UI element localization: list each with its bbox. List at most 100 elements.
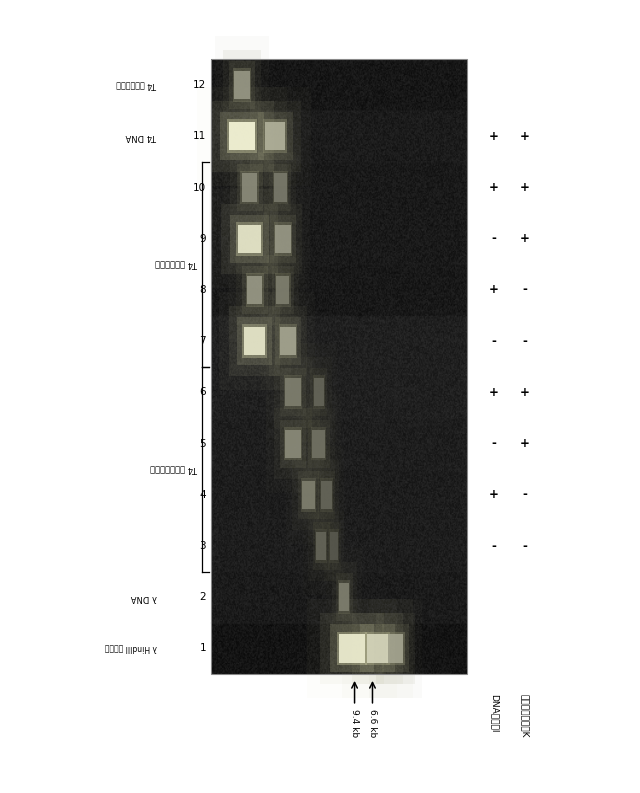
Bar <box>387 631 404 665</box>
Bar <box>339 583 349 611</box>
Text: +: + <box>520 181 530 194</box>
Bar <box>210 101 274 171</box>
Bar <box>246 273 264 307</box>
Bar <box>256 190 310 288</box>
Text: 10: 10 <box>193 182 206 193</box>
Text: プロティナーゼK: プロティナーゼK <box>520 694 529 737</box>
Bar <box>312 430 325 458</box>
Bar <box>274 408 312 479</box>
Bar <box>236 255 274 325</box>
Text: 5: 5 <box>200 439 206 449</box>
Text: λ DNA: λ DNA <box>131 592 157 602</box>
Bar <box>303 408 335 479</box>
Bar <box>247 276 262 304</box>
Bar <box>273 170 288 205</box>
Text: +: + <box>489 130 499 143</box>
Bar <box>320 478 333 511</box>
Bar <box>258 138 303 237</box>
Bar <box>312 375 325 409</box>
Text: +: + <box>520 437 530 450</box>
Bar <box>280 419 306 468</box>
Bar <box>269 306 307 377</box>
Bar <box>244 327 265 355</box>
Bar <box>275 317 301 365</box>
Text: 2: 2 <box>200 592 206 602</box>
Bar <box>261 292 315 390</box>
Bar <box>197 87 287 186</box>
Bar <box>376 613 415 684</box>
Text: -: - <box>522 539 527 553</box>
Bar <box>315 529 328 563</box>
Bar <box>339 634 365 662</box>
Bar <box>284 427 302 461</box>
Bar <box>321 496 348 596</box>
Bar <box>310 369 328 416</box>
Bar <box>388 634 403 662</box>
Bar <box>223 50 261 121</box>
Text: +: + <box>520 130 530 143</box>
Bar <box>284 375 302 409</box>
Bar <box>317 471 335 519</box>
Text: 6.6 kb: 6.6 kb <box>368 709 377 737</box>
Bar <box>324 511 344 581</box>
Bar <box>230 215 269 262</box>
Bar <box>314 460 339 530</box>
Text: +: + <box>489 386 499 399</box>
Bar <box>215 36 269 134</box>
Bar <box>338 580 351 614</box>
Text: -: - <box>492 335 497 347</box>
Bar <box>301 478 316 511</box>
Bar <box>266 394 320 493</box>
Bar <box>308 446 344 544</box>
Bar <box>270 215 296 262</box>
Bar <box>342 600 413 698</box>
Bar <box>237 163 262 212</box>
Bar <box>320 613 384 684</box>
Bar <box>219 292 291 390</box>
Bar <box>276 276 289 304</box>
Bar <box>242 174 257 201</box>
Text: λ HindIII マーカー: λ HindIII マーカー <box>104 644 157 653</box>
Bar <box>260 240 305 339</box>
Bar <box>209 190 290 288</box>
Bar <box>263 120 287 153</box>
Bar <box>296 394 341 493</box>
Bar <box>239 87 311 186</box>
Text: -: - <box>522 488 527 501</box>
Bar <box>337 631 367 665</box>
Text: -: - <box>492 437 497 450</box>
Bar <box>243 324 267 358</box>
Bar <box>233 68 251 102</box>
Text: -: - <box>522 335 527 347</box>
Bar <box>274 357 312 427</box>
Bar <box>328 522 340 570</box>
Text: T4 不完全等数者: T4 不完全等数者 <box>156 260 198 269</box>
Bar <box>301 343 337 442</box>
Text: -: - <box>492 539 497 553</box>
Bar <box>250 101 301 171</box>
Bar <box>280 369 306 416</box>
Bar <box>298 471 319 519</box>
Text: 7: 7 <box>200 336 206 347</box>
Bar <box>228 240 282 339</box>
Text: 3: 3 <box>200 541 206 551</box>
Bar <box>316 532 326 560</box>
Bar <box>229 122 255 151</box>
Text: 1: 1 <box>200 643 206 653</box>
Bar <box>230 152 269 223</box>
Text: 6: 6 <box>200 387 206 397</box>
Bar <box>352 613 403 684</box>
Bar <box>238 224 261 253</box>
Bar <box>258 113 292 160</box>
Bar <box>365 631 390 665</box>
Bar <box>269 163 291 212</box>
Text: DNAアーゼI: DNAアーゼI <box>490 694 499 733</box>
Bar <box>236 222 264 255</box>
Text: -: - <box>522 283 527 297</box>
Bar <box>229 61 255 109</box>
Bar <box>308 511 334 581</box>
Bar <box>335 573 353 621</box>
Bar <box>292 460 324 530</box>
Text: T4 DNA: T4 DNA <box>125 132 157 141</box>
Bar <box>303 496 339 596</box>
